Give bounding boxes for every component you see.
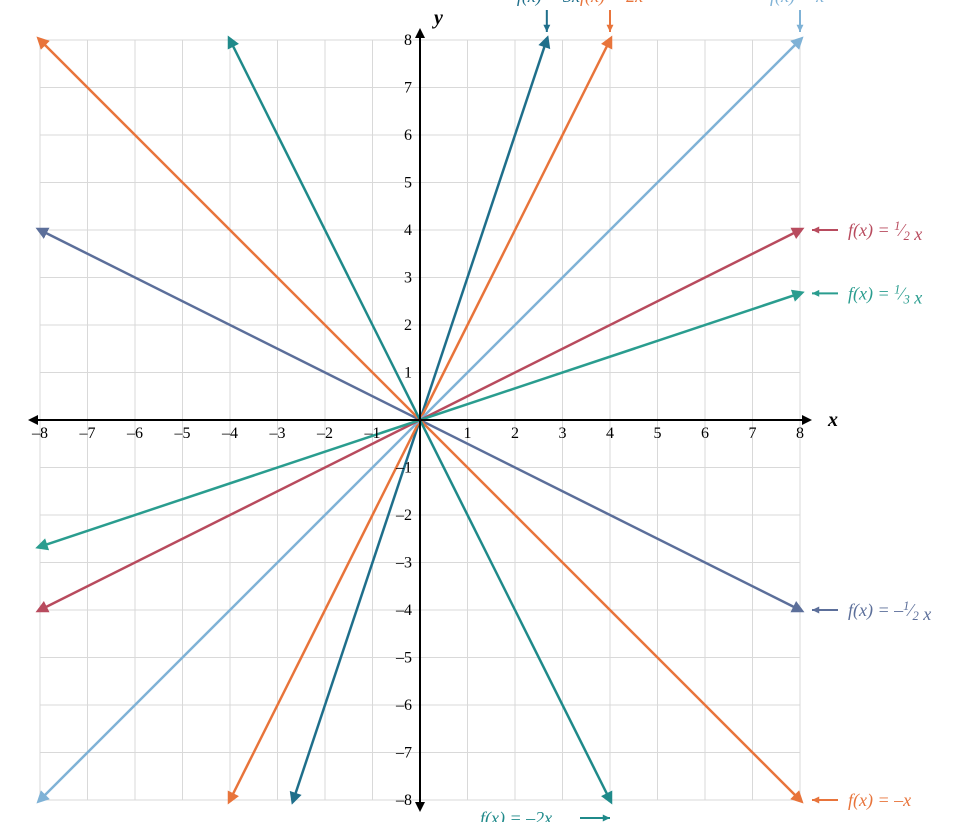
- ytick-label: –4: [395, 602, 412, 619]
- xtick-label: –5: [174, 425, 191, 442]
- xtick-label: –2: [316, 425, 333, 442]
- xtick-label: –6: [126, 425, 143, 442]
- ytick-label: –2: [395, 507, 412, 524]
- label-fx_third_x: f(x) = 1⁄3 x: [848, 282, 922, 307]
- ytick-label: 8: [404, 32, 412, 49]
- label-fx_x: f(x) = x: [770, 0, 824, 7]
- function-labels: f(x) = 3xf(x) = 2x f(x) = x f(x) = 1⁄2 x f(…: [480, 0, 931, 822]
- xtick-label: 5: [654, 425, 662, 442]
- ytick-label: 6: [404, 127, 412, 144]
- label-fx_neg_2x: f(x) = –2x: [480, 808, 552, 822]
- label-fx_half_x: f(x) = 1⁄2 x: [848, 219, 922, 244]
- ytick-label: –1: [395, 460, 412, 477]
- ytick-label: –3: [395, 555, 412, 572]
- xtick-label: 8: [796, 425, 804, 442]
- xtick-label: –3: [269, 425, 286, 442]
- label-fx_2x: f(x) = 2x: [580, 0, 643, 7]
- xtick-label: –1: [364, 425, 381, 442]
- label-fx_3x: f(x) = 3x: [517, 0, 580, 7]
- ytick-label: 4: [404, 222, 412, 239]
- label-fx_neg_x: f(x) = –x: [848, 790, 911, 811]
- ytick-label: 2: [404, 317, 412, 334]
- linear-functions-chart: –8 –7 –6 –5 –4 –3 –2 –1 1 2 3 4 5 6 7 8 –8 –7 –6 –5 –4 –3 –2 –1…: [0, 0, 975, 822]
- x-axis-label: x: [827, 409, 838, 431]
- ytick-label: –7: [395, 745, 412, 762]
- ytick-label: 7: [404, 80, 412, 97]
- ytick-label: 3: [404, 270, 412, 287]
- xtick-label: 4: [606, 425, 614, 442]
- xtick-label: 7: [749, 425, 757, 442]
- xtick-label: 2: [511, 425, 519, 442]
- ytick-label: 1: [404, 365, 412, 382]
- label-fx_neg_half: f(x) = –1⁄2 x: [848, 599, 931, 624]
- y-axis-label: y: [432, 7, 443, 29]
- xtick-label: –4: [221, 425, 238, 442]
- ytick-label: –8: [395, 792, 412, 809]
- xtick-label: –7: [79, 425, 96, 442]
- ytick-label: –5: [395, 650, 412, 667]
- xtick-label: 6: [701, 425, 709, 442]
- xtick-label: 1: [464, 425, 472, 442]
- xtick-label: –8: [31, 425, 48, 442]
- xtick-label: 3: [559, 425, 567, 442]
- ytick-label: 5: [404, 175, 412, 192]
- chart-container: –8 –7 –6 –5 –4 –3 –2 –1 1 2 3 4 5 6 7 8 –8 –7 –6 –5 –4 –3 –2 –1…: [0, 0, 975, 822]
- ytick-label: –6: [395, 697, 412, 714]
